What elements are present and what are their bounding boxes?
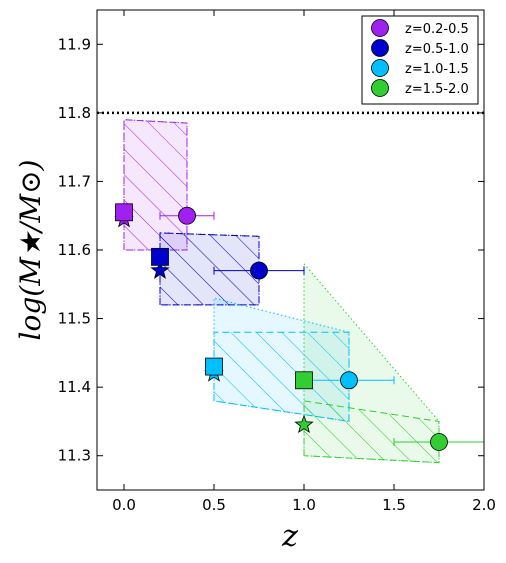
hatched-region-0 — [123, 119, 188, 251]
circle-marker-2 — [340, 371, 358, 390]
legend-label-1: z=0.5-1.0 — [405, 42, 469, 57]
legend-marker-3 — [371, 79, 389, 97]
y-tick-label-5: 11.8 — [58, 104, 91, 122]
star-marker-3 — [294, 414, 314, 434]
legend-marker-2 — [371, 59, 389, 77]
y-axis-title: log(M★/M⊙) — [14, 160, 47, 341]
hatched-region-2 — [213, 331, 350, 422]
square-marker-3 — [295, 371, 313, 390]
y-tick-label-0: 11.3 — [58, 447, 91, 465]
chart-regions — [123, 119, 440, 464]
legend-label-0: z=0.2-0.5 — [405, 22, 469, 37]
x-axis-title: z — [281, 519, 298, 554]
x-tick-label-4: 2.0 — [472, 496, 496, 514]
axis-ticks — [97, 10, 485, 490]
y-tick-label-4: 11.7 — [58, 172, 91, 190]
legend: z=0.2-0.5 z=0.5-1.0 z=1.0-1.5 z=1.5-2.0 — [361, 15, 479, 105]
y-tick-label-1: 11.4 — [58, 378, 91, 396]
x-tick-label-3: 1.5 — [382, 496, 406, 514]
y-tick-label-3: 11.6 — [58, 241, 91, 259]
circle-marker-3 — [430, 433, 448, 451]
legend-marker-0 — [371, 19, 389, 37]
x-tick-label-0: 0.0 — [112, 496, 136, 514]
y-tick-label-2: 11.5 — [58, 310, 91, 328]
square-marker-2 — [205, 357, 223, 376]
legend-label-2: z=1.0-1.5 — [405, 62, 469, 77]
legend-label-3: z=1.5-2.0 — [405, 82, 469, 97]
x-tick-label-1: 0.5 — [202, 496, 226, 514]
legend-marker-1 — [371, 39, 389, 57]
hatched-region-1 — [159, 232, 260, 306]
x-tick-label-2: 1.0 — [292, 496, 316, 514]
axis-tick-labels: 0.0 0.5 1.0 1.5 2.0 11.3 11.4 11.5 11.6 11.7 11.8 1… — [58, 35, 496, 514]
circle-marker-0 — [178, 206, 196, 225]
star-marker-1 — [150, 260, 170, 279]
y-tick-label-6: 11.9 — [58, 35, 91, 53]
square-marker-1 — [151, 247, 169, 266]
data-markers — [114, 203, 448, 451]
square-marker-0 — [115, 203, 133, 222]
circle-marker-1 — [250, 261, 268, 280]
